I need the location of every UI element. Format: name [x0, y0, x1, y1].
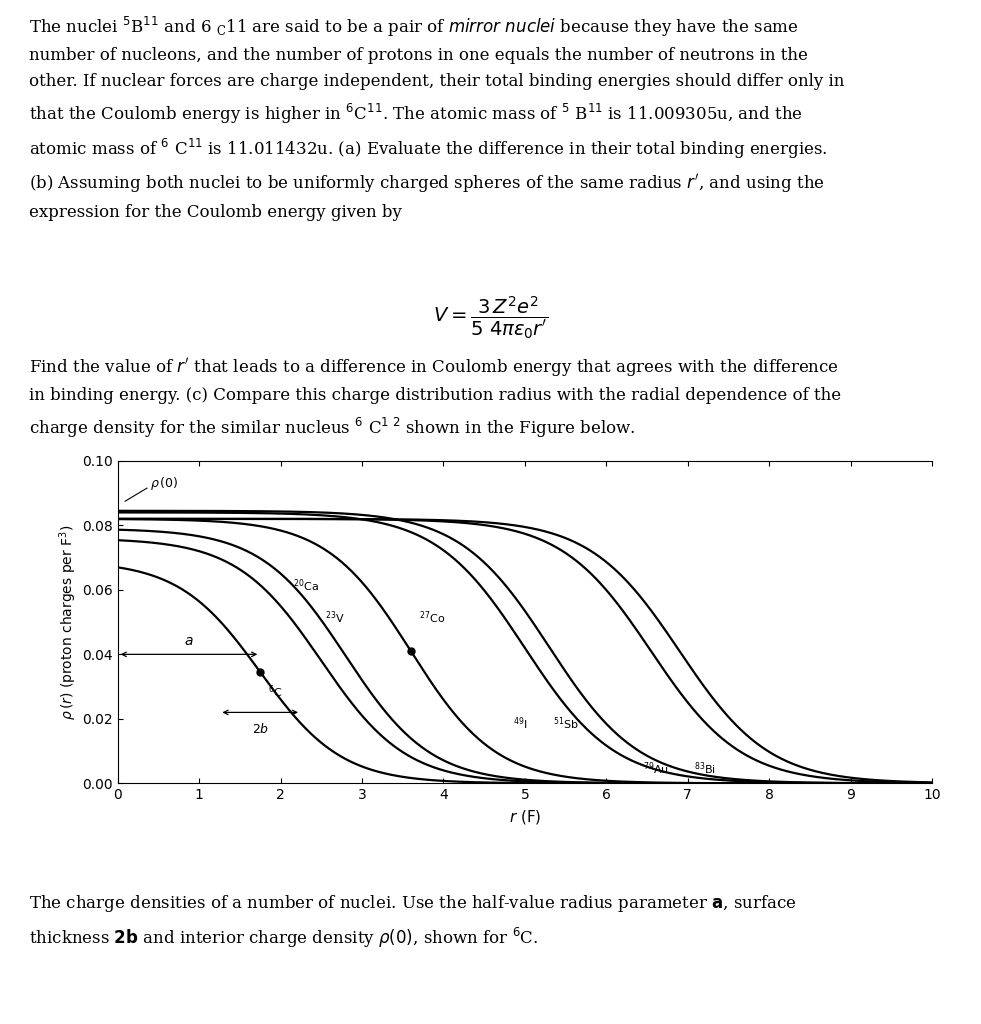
Text: $^{27}$Co: $^{27}$Co [419, 609, 445, 626]
Text: $V = \dfrac{3\,Z^2 e^2}{5\ 4\pi\epsilon_0 r'}$: $V = \dfrac{3\,Z^2 e^2}{5\ 4\pi\epsilon_… [433, 294, 548, 341]
Text: The charge densities of a number of nuclei. Use the half-value radius parameter : The charge densities of a number of nucl… [29, 893, 797, 950]
Text: The nuclei $^{5}$B$^{11}$ and 6 $_{\mathregular{C}}$11 are said to be a pair of : The nuclei $^{5}$B$^{11}$ and 6 $_{\math… [29, 14, 845, 220]
Text: $^{79}$Au: $^{79}$Au [643, 761, 669, 777]
Text: $2b$: $2b$ [251, 722, 269, 736]
Text: $\rho\,(0)$: $\rho\,(0)$ [150, 475, 179, 492]
Text: $^{51}$Sb: $^{51}$Sb [553, 716, 579, 732]
Text: $^6$C: $^6$C [269, 683, 283, 700]
Y-axis label: $\rho\,(r)$ (proton charges per F$^3$): $\rho\,(r)$ (proton charges per F$^3$) [58, 524, 79, 720]
Text: Find the value of $r'$ that leads to a difference in Coulomb energy that agrees : Find the value of $r'$ that leads to a d… [29, 356, 841, 440]
X-axis label: $r$ (F): $r$ (F) [508, 808, 542, 825]
Text: $^{23}$V: $^{23}$V [326, 609, 345, 626]
Text: $^{83}$Bi: $^{83}$Bi [695, 761, 716, 777]
Text: $^{49}$I: $^{49}$I [513, 716, 527, 732]
Text: $^{20}$Ca: $^{20}$Ca [292, 577, 319, 594]
Text: $a$: $a$ [184, 634, 194, 648]
